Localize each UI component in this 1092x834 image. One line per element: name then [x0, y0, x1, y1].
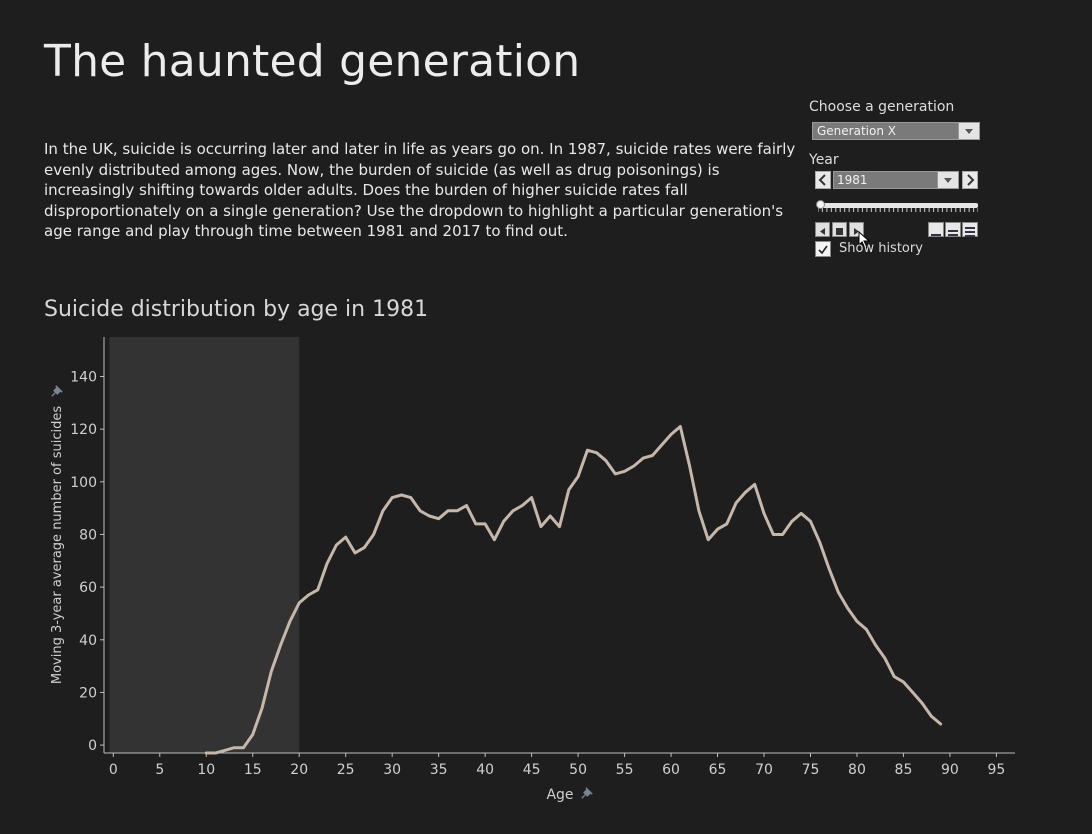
x-tick-label: 60 — [662, 762, 680, 778]
x-tick-label: 10 — [197, 762, 215, 778]
x-tick-label: 20 — [290, 762, 308, 778]
chart-title: Suicide distribution by age in 1981 — [44, 297, 429, 322]
y-axis-label: Moving 3-year average number of suicides — [50, 406, 65, 684]
page-title: The haunted generation — [44, 36, 581, 87]
speed-slow-icon — [931, 234, 941, 236]
next-year-button[interactable] — [962, 171, 978, 189]
y-tick-label: 60 — [79, 580, 97, 596]
x-tick-label: 35 — [430, 762, 448, 778]
y-tick-label: 80 — [79, 527, 97, 543]
checkmark-icon — [818, 245, 828, 255]
y-tick-label: 0 — [88, 738, 97, 754]
x-tick-label: 50 — [569, 762, 587, 778]
speed-slow-button[interactable] — [928, 222, 944, 237]
y-tick-label: 120 — [70, 422, 97, 438]
y-tick-label: 20 — [79, 685, 97, 701]
x-tick-label: 75 — [802, 762, 820, 778]
y-tick-label: 40 — [79, 633, 97, 649]
speed-medium-icon — [948, 230, 958, 236]
x-tick-label: 45 — [523, 762, 541, 778]
year-slider-track[interactable] — [818, 203, 978, 208]
show-history-label: Show history — [839, 241, 923, 256]
speed-medium-button[interactable] — [945, 222, 961, 237]
x-tick-label: 85 — [895, 762, 913, 778]
year-label: Year — [809, 152, 839, 168]
play-backward-button[interactable] — [815, 222, 830, 237]
x-axis-label: Age — [546, 787, 573, 803]
speed-fast-icon — [965, 227, 975, 237]
chevron-right-icon — [967, 174, 975, 186]
x-tick-label: 5 — [155, 762, 164, 778]
year-slider-ticks — [818, 208, 978, 212]
stop-icon — [836, 228, 843, 235]
x-tick-label: 65 — [709, 762, 727, 778]
chevron-left-icon — [818, 174, 826, 186]
x-tick-label: 40 — [476, 762, 494, 778]
pin-icon[interactable] — [579, 787, 593, 801]
speed-fast-button[interactable] — [962, 222, 978, 237]
x-tick-label: 25 — [337, 762, 355, 778]
mouse-cursor-icon — [858, 231, 871, 249]
chevron-down-icon[interactable] — [958, 123, 979, 139]
chevron-down-icon[interactable] — [937, 172, 958, 188]
prev-year-button[interactable] — [815, 171, 831, 189]
intro-text: In the UK, suicide is occurring later an… — [44, 140, 796, 240]
year-dropdown-value: 1981 — [837, 173, 868, 187]
generation-dropdown-value: Generation X — [817, 124, 896, 138]
generation-label: Choose a generation — [809, 99, 955, 115]
play-forward-icon — [854, 228, 859, 235]
year-dropdown[interactable]: 1981 — [833, 171, 959, 189]
x-tick-label: 80 — [848, 762, 866, 778]
stop-button[interactable] — [832, 222, 847, 237]
x-tick-label: 55 — [616, 762, 634, 778]
x-tick-label: 70 — [755, 762, 773, 778]
x-tick-label: 15 — [244, 762, 262, 778]
show-history-checkbox[interactable] — [815, 241, 831, 257]
play-backward-icon — [820, 228, 825, 235]
pin-icon[interactable] — [49, 385, 63, 399]
generation-highlight-band — [109, 337, 300, 753]
x-tick-label: 30 — [383, 762, 401, 778]
year-slider-thumb[interactable] — [816, 200, 825, 209]
y-tick-label: 100 — [70, 475, 97, 491]
x-tick-label: 90 — [941, 762, 959, 778]
generation-dropdown[interactable]: Generation X — [812, 122, 980, 140]
x-tick-label: 0 — [109, 762, 118, 778]
x-tick-label: 95 — [987, 762, 1005, 778]
y-tick-label: 140 — [70, 369, 97, 385]
series-line — [204, 425, 943, 755]
